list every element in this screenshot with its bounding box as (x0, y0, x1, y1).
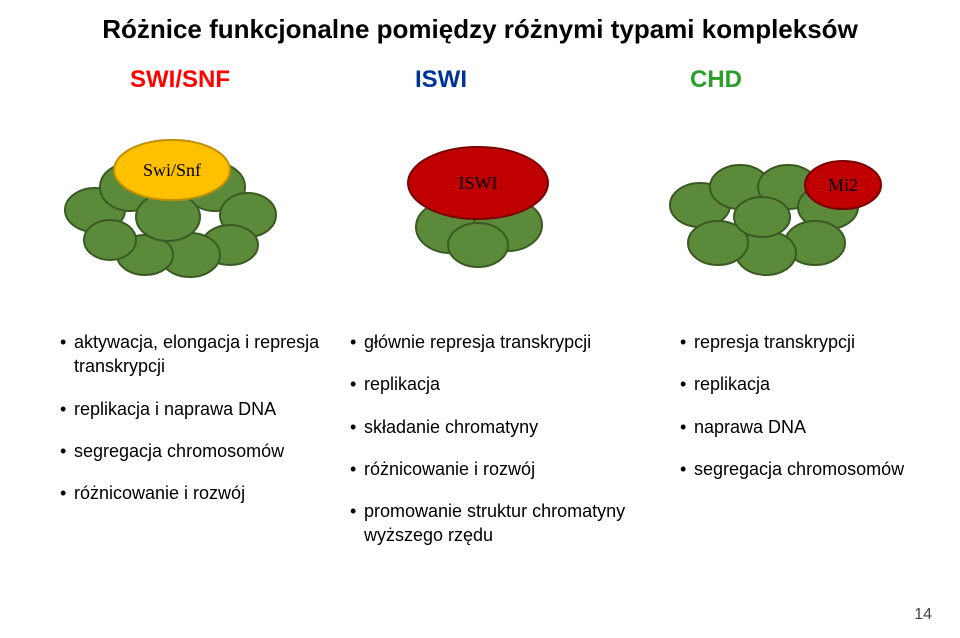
bullets-col-3: represja transkrypcji replikacja naprawa D… (680, 330, 930, 499)
complex-diagram: Swi/Snf ISWI Mi2 (0, 105, 960, 305)
bullet-item: segregacja chromosomów (680, 457, 930, 481)
bullets-col-2: głównie represja transkrypcji replikacja s… (350, 330, 640, 566)
bullet-item: głównie represja transkrypcji (350, 330, 640, 354)
bullets-col-1: aktywacja, elongacja i represja transkry… (60, 330, 320, 523)
col-header-3: CHD (690, 66, 850, 94)
bullet-item: segregacja chromosomów (60, 439, 320, 463)
bullet-item: różnicowanie i rozwój (60, 481, 320, 505)
col-header-1: SWI/SNF (130, 66, 290, 94)
slide-title: Różnice funkcjonalne pomiędzy różnymi ty… (0, 14, 960, 45)
col-header-2: ISWI (415, 66, 575, 94)
bullet-item: promowanie struktur chromatyny wyższego … (350, 499, 640, 548)
svg-text:ISWI: ISWI (459, 173, 498, 193)
bullet-item: replikacja i naprawa DNA (60, 397, 320, 421)
bullet-item: naprawa DNA (680, 415, 930, 439)
page-number: 14 (914, 606, 932, 624)
bullet-item: represja transkrypcji (680, 330, 930, 354)
bullet-item: różnicowanie i rozwój (350, 457, 640, 481)
bullet-item: replikacja (350, 372, 640, 396)
svg-text:Swi/Snf: Swi/Snf (143, 160, 201, 180)
bullet-item: aktywacja, elongacja i represja transkry… (60, 330, 320, 379)
bullet-item: replikacja (680, 372, 930, 396)
svg-text:Mi2: Mi2 (828, 175, 858, 195)
bullet-item: składanie chromatyny (350, 415, 640, 439)
